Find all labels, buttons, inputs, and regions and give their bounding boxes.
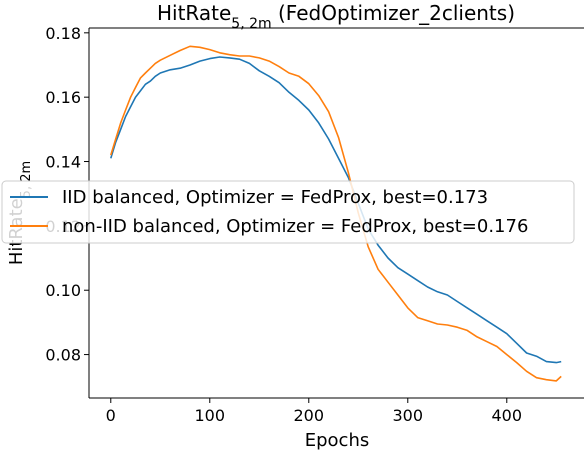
legend-box — [1, 180, 575, 244]
y-tick-label: 0.18 — [45, 24, 81, 43]
series-line-2 — [110, 45, 562, 382]
chart-title-subscript: 5, 2m — [231, 16, 271, 32]
y-tick-label: 0.10 — [45, 281, 81, 300]
legend-label-2: non-IID balanced, Optimizer = FedProx, b… — [62, 216, 528, 237]
chart-title-suffix: (FedOptimizer_2clients) — [272, 1, 515, 25]
series-line-1 — [110, 56, 562, 364]
chart-title-main: HitRate — [157, 1, 231, 25]
x-tick-label: 300 — [393, 406, 424, 425]
x-tick-label: 100 — [195, 406, 226, 425]
x-tick-label: 200 — [294, 406, 325, 425]
y-tick-label: 0.16 — [45, 88, 81, 107]
x-tick-label: 0 — [106, 406, 116, 425]
chart-title: HitRate5, 2m (FedOptimizer_2clients) — [157, 1, 515, 32]
legend-label-1: IID balanced, Optimizer = FedProx, best=… — [62, 187, 488, 208]
y-tick-label: 0.08 — [45, 346, 81, 365]
legend: IID balanced, Optimizer = FedProx, best=… — [1, 180, 575, 244]
x-axis-label: Epochs — [305, 430, 370, 451]
plot-area — [110, 45, 562, 382]
y-tick-label: 0.14 — [45, 153, 81, 172]
x-tick-label: 400 — [492, 406, 523, 425]
